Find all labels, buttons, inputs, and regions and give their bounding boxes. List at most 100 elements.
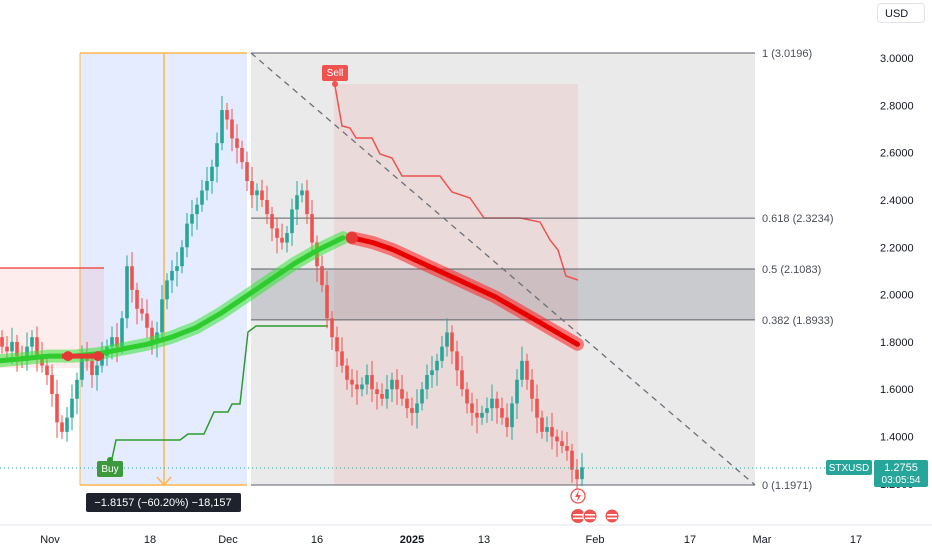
candle-body[interactable] bbox=[355, 384, 359, 390]
candle-body[interactable] bbox=[425, 375, 429, 390]
candle-body[interactable] bbox=[350, 379, 354, 385]
candle-body[interactable] bbox=[325, 285, 329, 319]
candle-body[interactable] bbox=[505, 417, 509, 428]
candle-body[interactable] bbox=[470, 403, 474, 413]
candle-body[interactable] bbox=[295, 195, 299, 210]
candle-body[interactable] bbox=[330, 318, 334, 338]
candle-body[interactable] bbox=[300, 190, 304, 196]
candle-body[interactable] bbox=[460, 370, 464, 390]
candle-body[interactable] bbox=[185, 223, 189, 248]
candle-body[interactable] bbox=[120, 318, 124, 347]
candle-body[interactable] bbox=[510, 403, 514, 428]
candle-body[interactable] bbox=[190, 214, 194, 224]
candle-body[interactable] bbox=[410, 408, 414, 413]
candle-body[interactable] bbox=[385, 389, 389, 399]
candle-body[interactable] bbox=[65, 417, 69, 432]
candle-body[interactable] bbox=[475, 412, 479, 418]
event-icons[interactable] bbox=[570, 488, 620, 524]
candle-body[interactable] bbox=[150, 327, 154, 342]
candle-body[interactable] bbox=[225, 110, 229, 120]
candle-body[interactable] bbox=[455, 351, 459, 371]
candle-body[interactable] bbox=[580, 467, 584, 480]
candle-body[interactable] bbox=[235, 138, 239, 148]
candle-body[interactable] bbox=[145, 313, 149, 328]
candle-body[interactable] bbox=[70, 398, 74, 418]
candle-body[interactable] bbox=[550, 427, 554, 437]
candle-body[interactable] bbox=[30, 337, 34, 347]
trend-line[interactable] bbox=[250, 52, 756, 486]
candle-body[interactable] bbox=[75, 379, 79, 399]
candle-body[interactable] bbox=[360, 384, 364, 390]
candle-body[interactable] bbox=[530, 379, 534, 399]
candle-body[interactable] bbox=[390, 379, 394, 390]
candle-body[interactable] bbox=[35, 337, 39, 357]
candle-body[interactable] bbox=[555, 436, 559, 442]
candle-body[interactable] bbox=[545, 427, 549, 432]
candle-body[interactable] bbox=[540, 417, 544, 432]
candle-body[interactable] bbox=[345, 365, 349, 380]
candle-body[interactable] bbox=[445, 332, 449, 347]
candle-body[interactable] bbox=[125, 266, 129, 319]
sell-signal[interactable]: Sell bbox=[322, 65, 348, 87]
us-flag-icon-3[interactable] bbox=[604, 508, 620, 524]
candle-body[interactable] bbox=[0, 337, 4, 347]
candle-body[interactable] bbox=[565, 446, 569, 451]
measure-label-box[interactable]: −1.8157 (−60.20%) −18,157 bbox=[86, 493, 241, 512]
candle-body[interactable] bbox=[570, 450, 574, 470]
candle-body[interactable] bbox=[100, 356, 104, 366]
currency-button[interactable]: USD bbox=[877, 3, 925, 23]
candle-body[interactable] bbox=[370, 375, 374, 390]
candle-body[interactable] bbox=[380, 393, 384, 399]
candle-body[interactable] bbox=[135, 289, 139, 309]
candle-body[interactable] bbox=[500, 408, 504, 418]
candle-body[interactable] bbox=[435, 360, 439, 371]
buy-signal[interactable]: Buy bbox=[97, 457, 123, 477]
price-axis[interactable] bbox=[868, 0, 932, 525]
candle-body[interactable] bbox=[210, 166, 214, 182]
candle-body[interactable] bbox=[170, 270, 174, 281]
candle-body[interactable] bbox=[220, 110, 224, 144]
candle-body[interactable] bbox=[195, 204, 199, 215]
candle-body[interactable] bbox=[160, 299, 164, 333]
candle-body[interactable] bbox=[520, 360, 524, 380]
candle-body[interactable] bbox=[535, 398, 539, 418]
candle-body[interactable] bbox=[365, 375, 369, 385]
candle-body[interactable] bbox=[310, 214, 314, 243]
candle-body[interactable] bbox=[50, 375, 54, 394]
candle-body[interactable] bbox=[515, 379, 519, 404]
candle-body[interactable] bbox=[275, 228, 279, 238]
candle-body[interactable] bbox=[280, 237, 284, 243]
candle-body[interactable] bbox=[130, 266, 134, 290]
candle-body[interactable] bbox=[375, 389, 379, 394]
candle-body[interactable] bbox=[560, 441, 564, 447]
candle-body[interactable] bbox=[80, 356, 84, 380]
candle-body[interactable] bbox=[240, 147, 244, 163]
candle-body[interactable] bbox=[400, 389, 404, 399]
candle-body[interactable] bbox=[525, 360, 529, 380]
candle-body[interactable] bbox=[110, 337, 114, 347]
candle-body[interactable] bbox=[415, 403, 419, 413]
candle-body[interactable] bbox=[495, 398, 499, 409]
candle-body[interactable] bbox=[45, 365, 49, 376]
candle-body[interactable] bbox=[490, 398, 494, 409]
candle-body[interactable] bbox=[260, 190, 264, 200]
candle-body[interactable] bbox=[255, 190, 259, 196]
candle-body[interactable] bbox=[440, 346, 444, 361]
us-flag-icon-1[interactable] bbox=[571, 509, 585, 523]
candle-body[interactable] bbox=[15, 341, 19, 357]
candle-body[interactable] bbox=[55, 393, 59, 423]
candle-body[interactable] bbox=[200, 190, 204, 205]
candle-body[interactable] bbox=[395, 379, 399, 390]
x-axis-ticks[interactable]: Nov 18 Dec 16 2025 13 Feb 17 Mar 17 bbox=[40, 534, 862, 546]
candle-body[interactable] bbox=[450, 332, 454, 352]
candle-body[interactable] bbox=[575, 469, 579, 480]
candle-body[interactable] bbox=[60, 422, 64, 432]
candle-body[interactable] bbox=[165, 280, 169, 300]
candle-body[interactable] bbox=[95, 365, 99, 376]
candle-body[interactable] bbox=[335, 337, 339, 352]
candle-body[interactable] bbox=[10, 341, 14, 352]
candle-body[interactable] bbox=[205, 181, 209, 191]
candle-body[interactable] bbox=[465, 389, 469, 404]
candle-body[interactable] bbox=[285, 233, 289, 243]
candle-body[interactable] bbox=[5, 346, 9, 352]
